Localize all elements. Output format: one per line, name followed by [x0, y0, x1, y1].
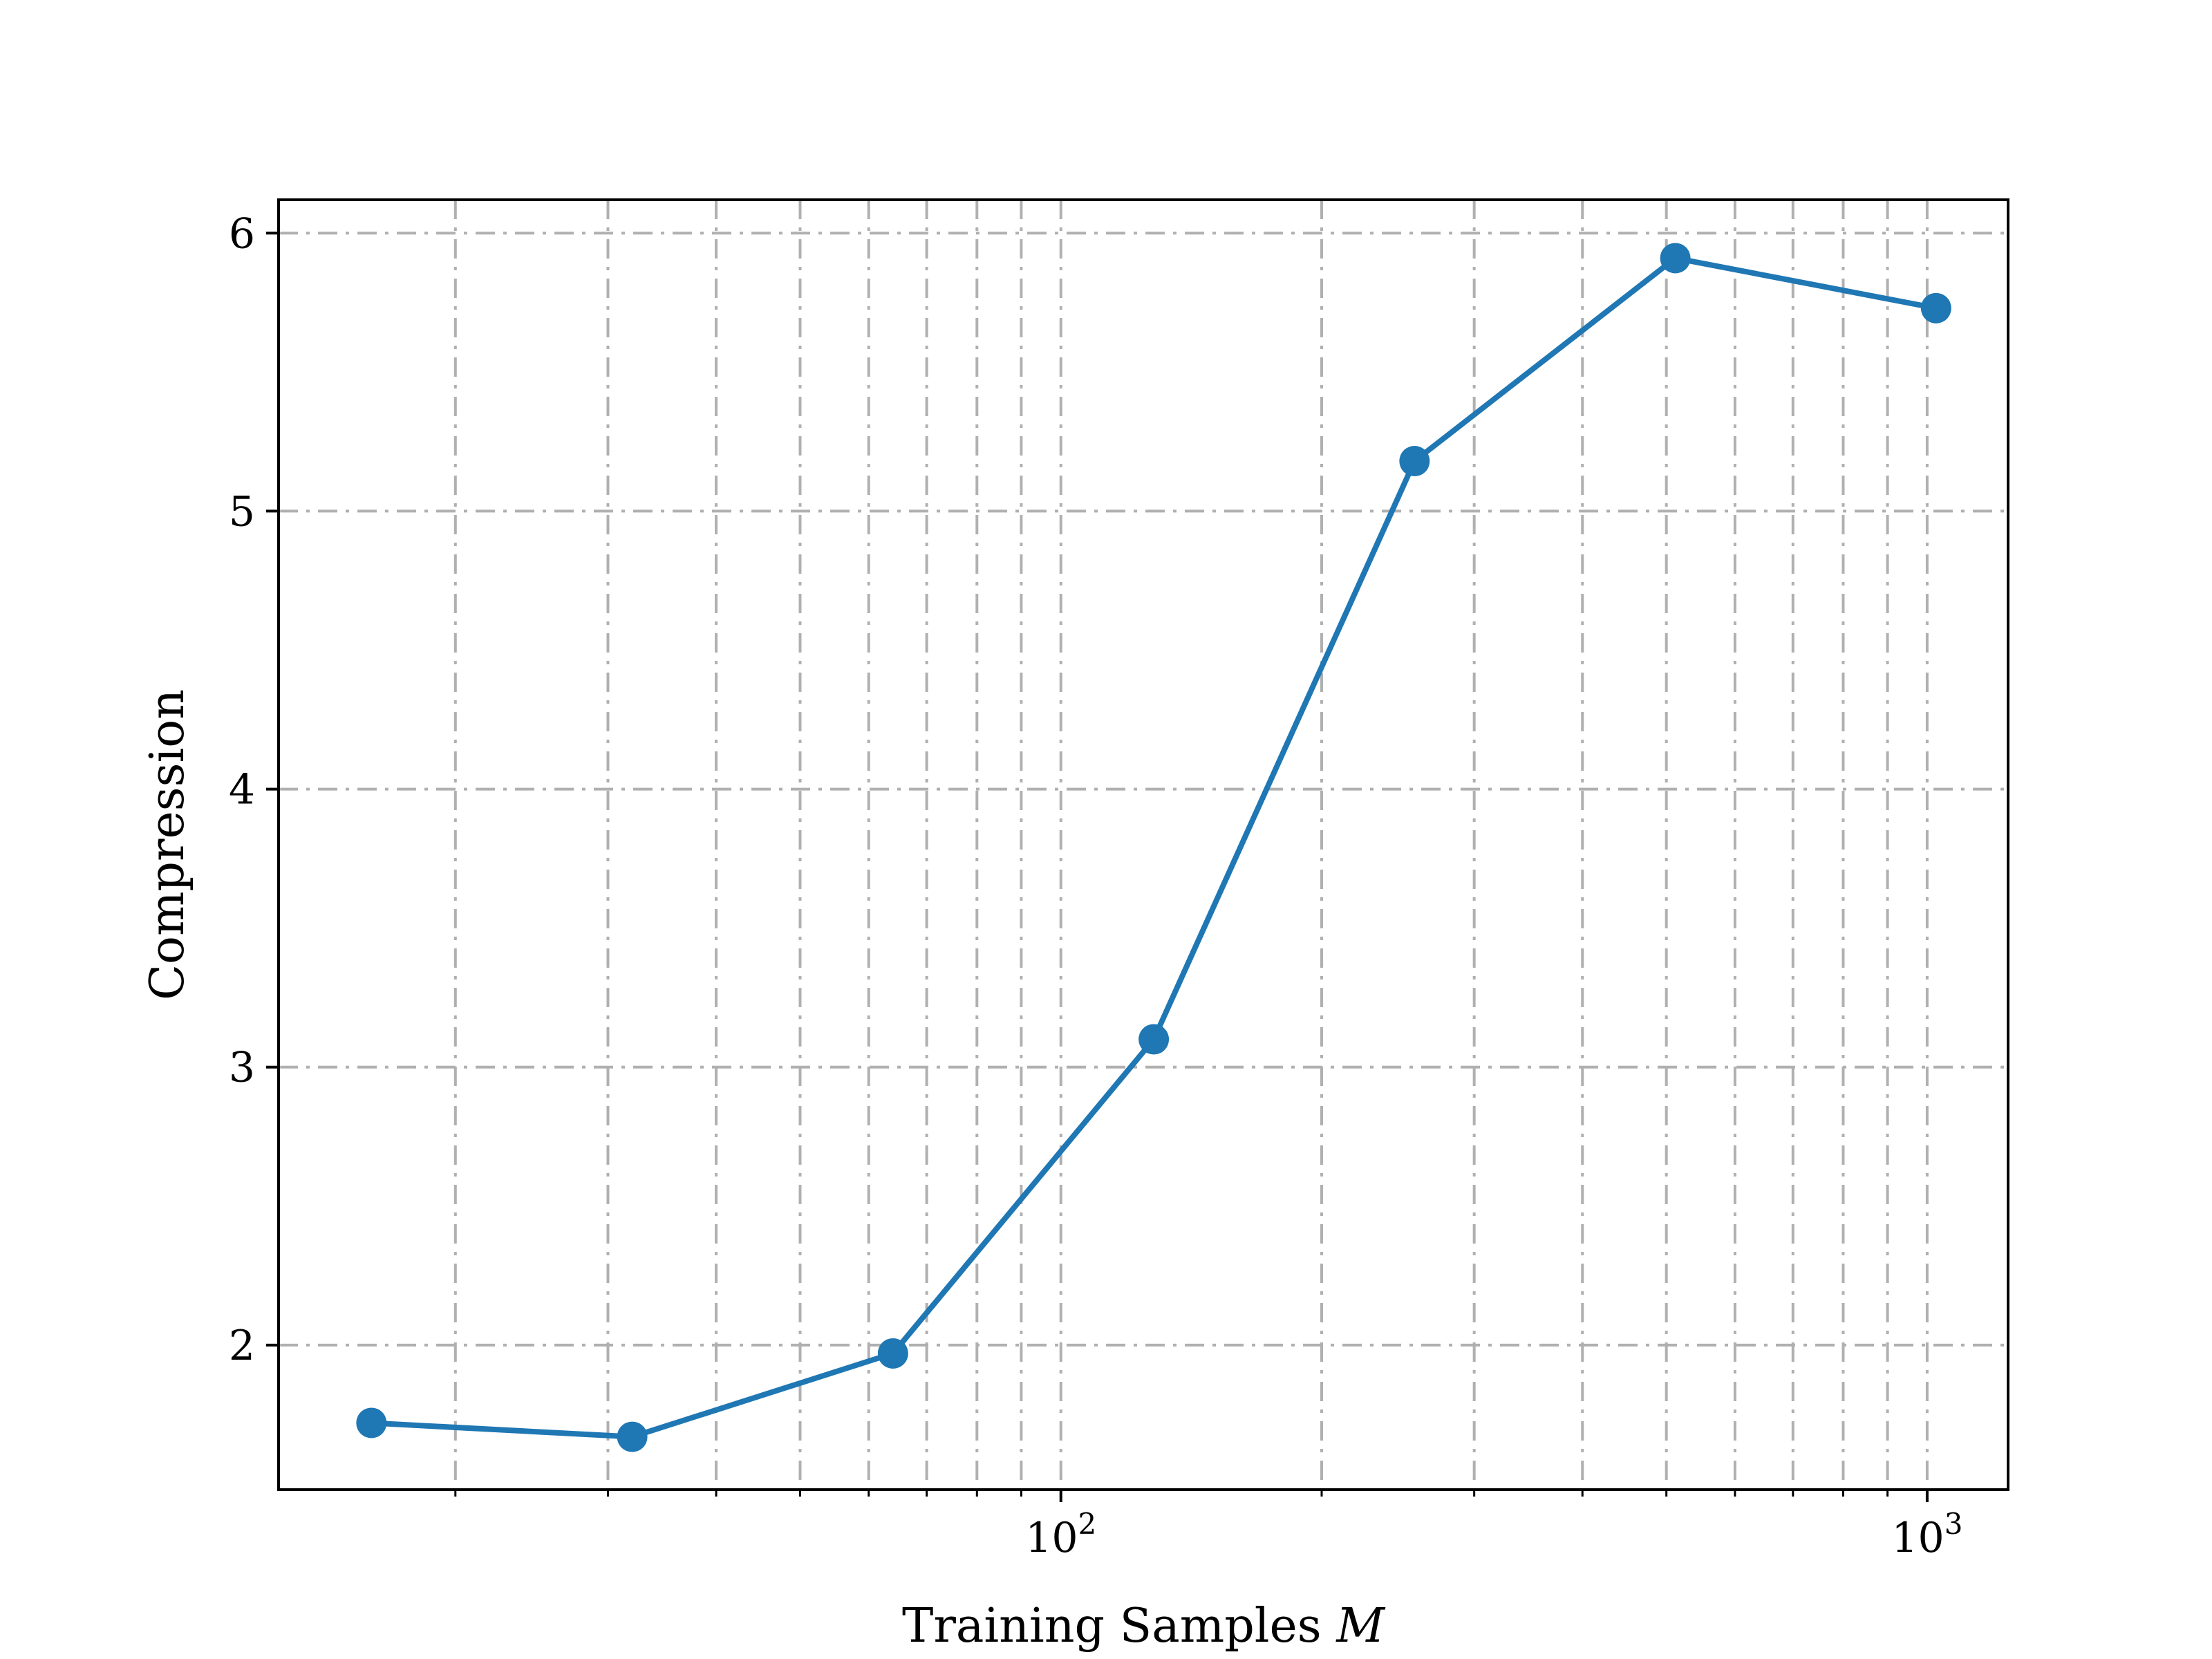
- y-tick-label: 3: [229, 1044, 255, 1092]
- data-point: [1138, 1024, 1170, 1055]
- data-point: [877, 1338, 908, 1369]
- y-tick-label: 5: [229, 487, 255, 536]
- x-tick-label: 103: [1891, 1507, 1962, 1562]
- data-point: [1920, 292, 1951, 324]
- x-axis-label-variable: M: [1335, 1599, 1386, 1653]
- y-tick-label: 4: [229, 766, 255, 814]
- data-point: [1399, 446, 1430, 477]
- data-series: [356, 243, 1951, 1452]
- y-tick-label: 2: [229, 1322, 255, 1370]
- data-point: [617, 1421, 648, 1452]
- data-point: [1660, 243, 1691, 274]
- y-tick-label: 6: [229, 209, 255, 258]
- x-axis-label-text: Training Samples: [902, 1599, 1322, 1653]
- x-tick-label-base: 10: [1025, 1514, 1078, 1562]
- x-tick-label-exponent: 2: [1078, 1507, 1097, 1541]
- y-axis-label: Compression: [140, 689, 195, 1000]
- x-axis-label: Training Samples M: [902, 1599, 1386, 1653]
- plot-frame: [277, 198, 2009, 1491]
- data-point: [356, 1407, 387, 1438]
- x-tick-label-exponent: 3: [1944, 1507, 1963, 1541]
- x-tick-label: 102: [1025, 1507, 1096, 1562]
- x-tick-label-base: 10: [1891, 1514, 1944, 1562]
